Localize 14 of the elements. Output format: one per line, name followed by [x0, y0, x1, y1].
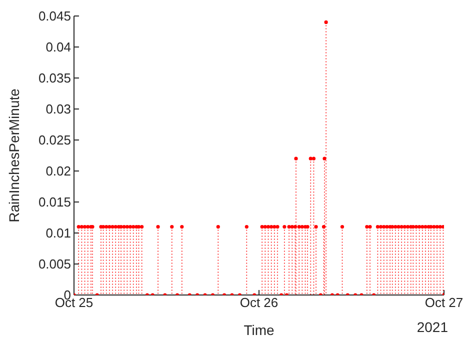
y-tick-label: 0.01 [46, 226, 71, 241]
x-axis-title: Time [244, 322, 275, 338]
y-tick-label: 0.035 [38, 70, 71, 86]
text: 2021 [416, 319, 448, 335]
y-tick-label: 0.015 [38, 194, 71, 210]
y-tick-label: 0.005 [38, 256, 71, 272]
x-tick-label: Oct 26 [240, 295, 278, 310]
y-tick-label: 0.025 [38, 132, 71, 148]
y-tick-label: 0.045 [38, 8, 71, 24]
y-tick-label: 0.03 [46, 102, 71, 117]
y-tick-label: 0.04 [46, 40, 71, 55]
y-axis-title: RainInchesPerMinute [6, 88, 22, 222]
y-tick-label: 0.02 [46, 164, 71, 179]
x-tick-label: Oct 27 [424, 295, 464, 310]
